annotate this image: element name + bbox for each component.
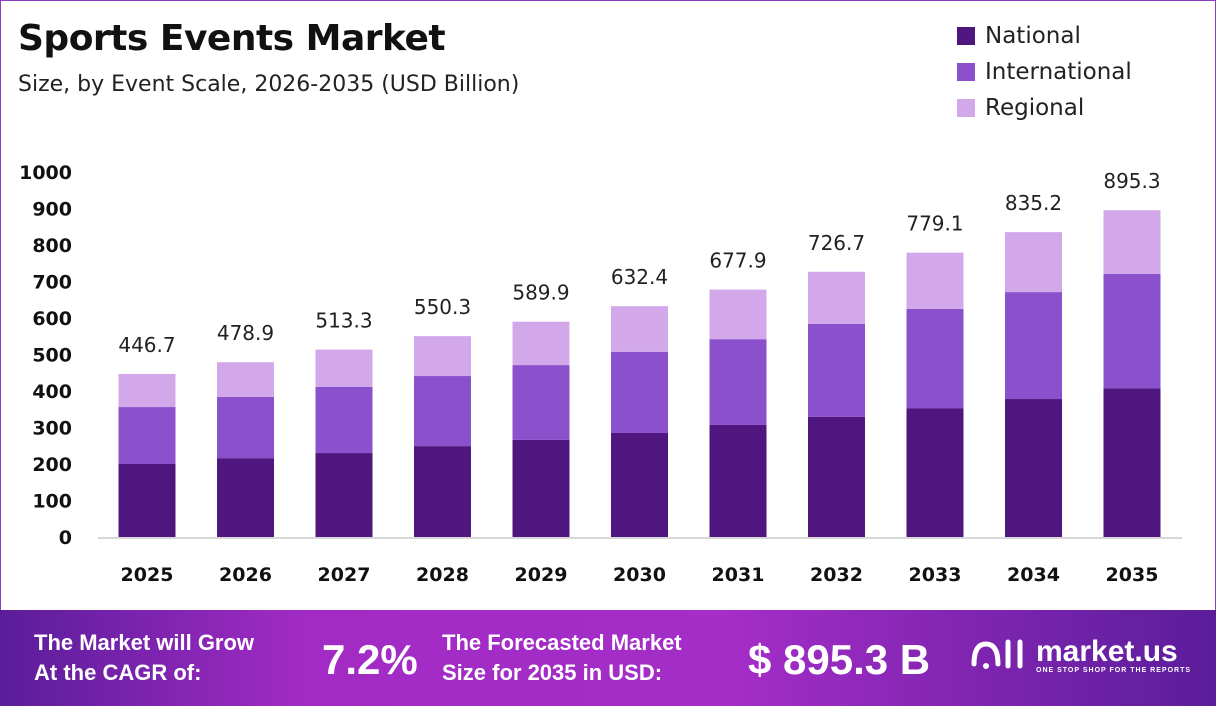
- bar-segment-national: [512, 439, 570, 537]
- logo-icon: [971, 639, 1023, 669]
- y-tick-label: 1000: [19, 162, 72, 184]
- bar-segment-regional: [118, 373, 176, 408]
- data-label: 835.2: [1005, 191, 1062, 215]
- bar-segment-national: [217, 458, 274, 537]
- market-us-logo: market.us ONE STOP SHOP FOR THE REPORTS: [970, 634, 1191, 676]
- x-tick-label: 2029: [515, 564, 568, 586]
- bar-segment-national: [611, 432, 668, 537]
- bar-segment-international: [611, 351, 668, 433]
- bar-segment-regional: [709, 289, 767, 340]
- legend-item-international: International: [957, 54, 1132, 90]
- data-label: 677.9: [709, 249, 766, 273]
- data-label: 632.4: [611, 265, 668, 289]
- data-label: 478.9: [217, 321, 274, 345]
- y-tick-label: 800: [32, 235, 72, 257]
- legend-label: International: [985, 59, 1132, 85]
- bar-segment-regional: [906, 252, 964, 309]
- legend-item-regional: Regional: [957, 90, 1132, 126]
- legend-label: National: [985, 23, 1081, 49]
- legend: National International Regional: [957, 18, 1132, 126]
- bar-segment-regional: [512, 321, 570, 366]
- chart-subtitle: Size, by Event Scale, 2026-2035 (USD Bil…: [18, 72, 520, 97]
- bar-segment-regional: [1103, 210, 1161, 274]
- bar-segment-international: [315, 386, 373, 454]
- legend-swatch: [957, 63, 975, 81]
- y-tick-label: 0: [59, 527, 72, 549]
- data-label: 513.3: [315, 309, 372, 333]
- data-label: 550.3: [414, 295, 471, 319]
- bar-segment-international: [414, 376, 471, 447]
- cagr-label: The Market will Grow At the CAGR of:: [34, 630, 255, 685]
- bar-segment-regional: [808, 271, 865, 324]
- bar-segment-international: [217, 396, 274, 459]
- bar-segment-international: [1103, 273, 1161, 389]
- bar-segment-regional: [1005, 232, 1062, 293]
- legend-swatch: [957, 27, 975, 45]
- logo-tagline: ONE STOP SHOP FOR THE REPORTS: [1036, 666, 1192, 674]
- bar-segment-national: [808, 416, 865, 537]
- y-tick-label: 700: [32, 272, 72, 294]
- x-tick-label: 2027: [318, 564, 371, 586]
- y-tick-label: 200: [32, 454, 72, 476]
- footer-banner: The Market will Grow At the CAGR of: 7.2%…: [0, 610, 1216, 706]
- bar-segment-national: [1005, 399, 1062, 537]
- bar-segment-national: [906, 408, 964, 537]
- x-tick-label: 2034: [1007, 564, 1060, 586]
- forecast-label: The Forecasted Market Size for 2035 in US…: [442, 630, 682, 685]
- y-tick-label: 500: [32, 345, 72, 367]
- bar-segment-regional: [217, 362, 274, 397]
- y-tick-label: 100: [32, 491, 72, 513]
- bar-segment-regional: [611, 306, 668, 352]
- y-tick-label: 400: [32, 381, 72, 403]
- x-tick-label: 2028: [416, 564, 469, 586]
- x-tick-label: 2025: [121, 564, 174, 586]
- bar-segment-international: [906, 308, 964, 409]
- bar-segment-international: [808, 323, 865, 417]
- y-tick-label: 600: [32, 308, 72, 330]
- x-tick-label: 2033: [909, 564, 962, 586]
- data-label: 895.3: [1103, 169, 1160, 193]
- bar-segment-regional: [414, 336, 471, 377]
- bar-segment-national: [315, 453, 373, 537]
- x-tick-label: 2026: [219, 564, 272, 586]
- bar-segment-international: [512, 365, 570, 440]
- data-label: 779.1: [906, 212, 963, 236]
- y-tick-label: 300: [32, 418, 72, 440]
- chart-plot: 0 100 200 300 400 500 600 700 800 900 1000 446.7 202…: [19, 162, 1182, 586]
- x-tick-label: 2031: [712, 564, 765, 586]
- chart-title: Sports Events Market: [18, 18, 446, 59]
- data-label: 726.7: [808, 231, 865, 255]
- x-tick-label: 2032: [810, 564, 863, 586]
- bar-segment-regional: [315, 349, 373, 387]
- bar-segment-national: [414, 446, 471, 537]
- legend-swatch: [957, 99, 975, 117]
- bar-segment-international: [1005, 292, 1062, 400]
- bar-segment-international: [709, 339, 767, 425]
- x-tick-label: 2035: [1106, 564, 1159, 586]
- legend-item-national: National: [957, 18, 1132, 54]
- bar-segment-national: [1103, 388, 1161, 537]
- x-tick-label: 2030: [613, 564, 666, 586]
- forecast-value: $ 895.3 B: [748, 636, 931, 683]
- y-tick-label: 900: [32, 199, 72, 221]
- bar-segment-international: [118, 407, 176, 464]
- logo-name: market.us: [1036, 634, 1178, 668]
- legend-label: Regional: [985, 95, 1085, 121]
- bar-segment-national: [709, 424, 767, 537]
- data-label: 589.9: [512, 281, 569, 305]
- data-label: 446.7: [118, 333, 175, 357]
- cagr-value: 7.2%: [322, 636, 418, 683]
- bar-segment-national: [118, 464, 176, 537]
